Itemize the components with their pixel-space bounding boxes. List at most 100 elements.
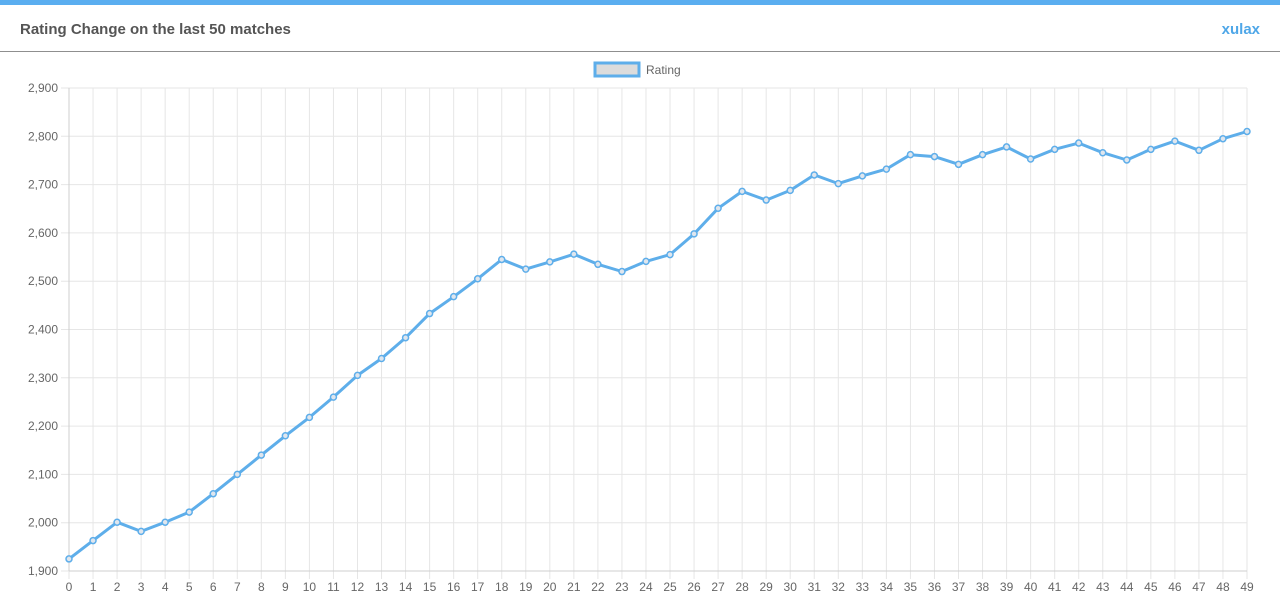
x-tick-label: 30 xyxy=(784,580,798,594)
series-rating xyxy=(65,127,1251,563)
y-tick-label: 2,700 xyxy=(28,178,58,192)
x-tick-label: 19 xyxy=(519,580,533,594)
y-tick-label: 2,300 xyxy=(28,371,58,385)
x-tick-label: 49 xyxy=(1240,580,1254,594)
x-tick-label: 14 xyxy=(399,580,413,594)
data-point xyxy=(642,257,650,266)
rating-line-chart: 1,900 2,000 2,100 2,200 2,300 2,400 2,500 2,600… xyxy=(28,61,1254,594)
y-tick-label: 2,800 xyxy=(28,129,58,143)
x-tick-label: 37 xyxy=(952,580,966,594)
data-point xyxy=(858,172,867,180)
data-point xyxy=(1026,155,1035,163)
rating-chart: 1,900 2,000 2,100 2,200 2,300 2,400 2,500 2,600… xyxy=(0,52,1280,604)
x-tick-label: 17 xyxy=(471,580,485,594)
data-point xyxy=(738,187,746,196)
x-tick-label: 16 xyxy=(447,580,461,594)
x-tick-label: 29 xyxy=(760,580,774,594)
y-tick-label: 2,400 xyxy=(28,323,58,337)
grid-lines xyxy=(61,87,1248,579)
x-tick-label: 23 xyxy=(615,580,629,594)
y-tick-label: 2,900 xyxy=(28,81,58,95)
x-tick-label: 48 xyxy=(1216,580,1230,594)
x-tick-label: 42 xyxy=(1072,580,1086,594)
x-tick-label: 35 xyxy=(904,580,918,594)
data-point xyxy=(1099,148,1107,157)
data-point xyxy=(978,150,987,159)
data-point xyxy=(1074,139,1083,147)
legend-label: Rating xyxy=(646,63,681,77)
y-tick-label: 2,100 xyxy=(28,467,58,481)
data-point xyxy=(449,292,458,301)
data-point xyxy=(233,470,242,479)
x-tick-label: 8 xyxy=(258,580,265,594)
x-tick-label: 43 xyxy=(1096,580,1110,594)
x-tick-label: 1 xyxy=(90,580,97,594)
data-point xyxy=(257,451,266,459)
data-point xyxy=(209,489,217,498)
x-tick-label: 24 xyxy=(639,580,653,594)
x-tick-label: 44 xyxy=(1120,580,1134,594)
data-point xyxy=(497,255,506,264)
x-tick-label: 40 xyxy=(1024,580,1038,594)
user-link[interactable]: xulax xyxy=(1221,21,1260,38)
data-point xyxy=(618,267,626,276)
x-tick-label: 5 xyxy=(186,580,193,594)
x-tick-label: 25 xyxy=(663,580,677,594)
data-point xyxy=(1123,156,1131,164)
data-point xyxy=(353,371,362,380)
x-tick-label: 26 xyxy=(687,580,701,594)
x-tick-label: 18 xyxy=(495,580,509,594)
x-tick-label: 33 xyxy=(856,580,870,594)
data-point xyxy=(1002,143,1011,151)
data-point xyxy=(882,165,891,173)
x-tick-label: 41 xyxy=(1048,580,1062,594)
data-point xyxy=(594,260,602,269)
data-point xyxy=(810,171,819,179)
data-point xyxy=(714,204,722,213)
data-point xyxy=(185,508,193,516)
x-tick-label: 3 xyxy=(138,580,145,594)
data-point xyxy=(1195,146,1203,155)
x-tick-label: 31 xyxy=(808,580,822,594)
data-point xyxy=(137,527,145,536)
accent-top-bar xyxy=(0,0,1280,5)
data-point xyxy=(1171,137,1179,145)
legend[interactable]: Rating xyxy=(593,61,681,78)
data-point xyxy=(930,152,939,161)
data-point xyxy=(89,536,97,545)
data-point xyxy=(690,230,698,238)
data-point xyxy=(522,265,530,273)
x-tick-label: 36 xyxy=(928,580,942,594)
x-tick-label: 22 xyxy=(591,580,605,594)
x-tick-label: 21 xyxy=(567,580,581,594)
x-tick-label: 38 xyxy=(976,580,990,594)
x-tick-label: 4 xyxy=(162,580,169,594)
data-point xyxy=(401,333,410,342)
x-tick-label: 12 xyxy=(351,580,365,594)
x-tick-label: 9 xyxy=(282,580,289,594)
data-point xyxy=(1219,134,1227,143)
x-tick-label: 32 xyxy=(832,580,846,594)
data-point xyxy=(1147,145,1155,154)
x-tick-label: 6 xyxy=(210,580,217,594)
legend-swatch xyxy=(593,61,641,78)
x-tick-label: 47 xyxy=(1192,580,1206,594)
y-tick-label: 2,500 xyxy=(28,274,58,288)
y-tick-label: 1,900 xyxy=(28,564,58,578)
data-point xyxy=(425,309,434,318)
data-point xyxy=(473,275,482,283)
y-tick-label: 2,000 xyxy=(28,516,58,530)
data-point xyxy=(281,432,290,440)
data-point xyxy=(305,413,314,422)
x-tick-label: 11 xyxy=(327,580,340,594)
card-header: Rating Change on the last 50 matches xul… xyxy=(0,5,1280,52)
x-tick-label: 20 xyxy=(543,580,557,594)
data-point xyxy=(906,150,915,159)
x-tick-label: 39 xyxy=(1000,580,1014,594)
page-title: Rating Change on the last 50 matches xyxy=(20,21,291,38)
x-tick-label: 46 xyxy=(1168,580,1182,594)
x-tick-label: 10 xyxy=(303,580,317,594)
data-point xyxy=(786,186,794,195)
x-tick-label: 7 xyxy=(234,580,241,594)
y-tick-label: 2,200 xyxy=(28,419,58,433)
